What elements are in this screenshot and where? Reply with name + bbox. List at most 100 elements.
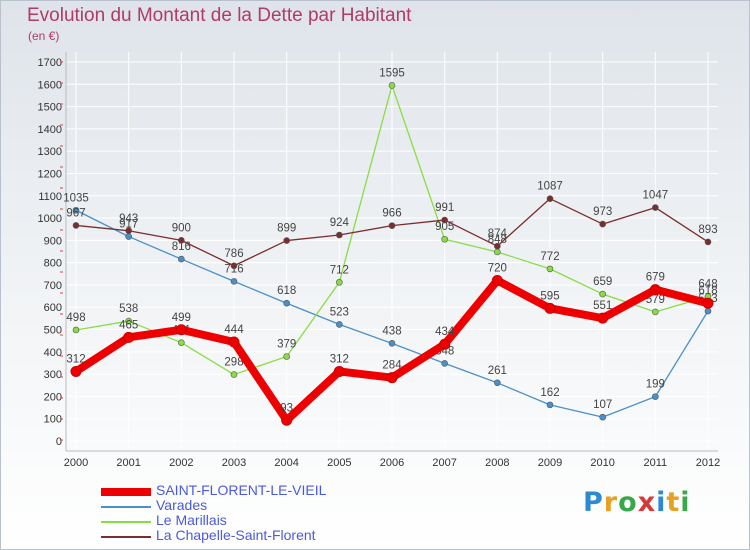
data-point (599, 413, 606, 421)
data-point (441, 360, 448, 367)
data-point (546, 195, 554, 202)
data-point (649, 284, 661, 296)
y-tick-label: 300 (44, 369, 62, 381)
data-point (546, 401, 554, 409)
data-label: 284 (382, 360, 402, 372)
data-label: 712 (330, 264, 349, 276)
data-point (230, 278, 238, 285)
legend-swatch (101, 536, 151, 538)
legend-label: La Chapelle-Saint-Florent (156, 527, 316, 543)
data-point (125, 233, 132, 240)
data-label: 943 (119, 213, 138, 225)
chart-subtitle: (en €) (28, 29, 60, 43)
legend-label: Le Marillais (156, 512, 227, 528)
x-tick-label: 2012 (696, 457, 720, 469)
y-tick-label: 1600 (38, 79, 62, 91)
data-point (652, 308, 659, 316)
data-label: 93 (280, 402, 293, 414)
data-label: 772 (540, 251, 559, 263)
data-label: 679 (646, 272, 665, 284)
data-label: 893 (698, 224, 717, 236)
data-point (388, 222, 396, 229)
y-tick-label: 200 (44, 391, 62, 403)
data-point (178, 237, 185, 244)
data-label: 618 (698, 285, 717, 297)
data-point (283, 353, 290, 360)
y-tick-label: 1300 (38, 146, 62, 158)
data-label: 434 (435, 326, 455, 338)
data-point (228, 336, 240, 348)
y-tick-label: 600 (44, 302, 62, 314)
y-tick-label: 900 (44, 235, 62, 247)
data-label: 551 (593, 300, 612, 312)
data-point (178, 339, 185, 346)
x-tick-label: 2004 (274, 457, 298, 469)
x-tick-label: 2009 (538, 457, 562, 469)
legend-label: SAINT-FLORENT-LE-VIEIL (156, 482, 327, 498)
x-tick-label: 2007 (432, 457, 456, 469)
legend-swatch (101, 521, 151, 523)
data-label: 523 (330, 306, 349, 318)
data-label: 199 (646, 379, 665, 391)
data-point (125, 227, 132, 235)
data-point (704, 238, 712, 246)
data-label: 816 (172, 241, 191, 253)
y-tick-label: 700 (44, 280, 62, 292)
data-point (441, 235, 448, 243)
data-point (652, 393, 659, 400)
data-point (336, 278, 343, 286)
data-point (283, 237, 290, 244)
x-tick-label: 2000 (64, 457, 88, 469)
data-label: 716 (224, 263, 243, 275)
data-label: 905 (435, 221, 454, 233)
data-label: 379 (277, 339, 296, 351)
data-point (281, 414, 293, 426)
data-point (388, 340, 396, 347)
data-label: 499 (172, 312, 191, 324)
y-tick-label: 1200 (38, 168, 62, 180)
data-label: 966 (382, 208, 401, 220)
x-tick-label: 2001 (116, 457, 140, 469)
data-point (494, 248, 501, 256)
y-tick-label: 1400 (38, 124, 62, 136)
data-label: 900 (172, 222, 191, 234)
data-point (175, 324, 187, 336)
x-tick-label: 2002 (169, 457, 193, 469)
data-point (72, 222, 80, 229)
y-tick-label: 1000 (38, 213, 62, 225)
data-label: 924 (330, 217, 350, 229)
data-label: 848 (488, 234, 507, 246)
data-label: 579 (646, 294, 665, 306)
data-label: 659 (593, 276, 612, 288)
data-point (599, 220, 606, 228)
data-point (72, 326, 80, 334)
data-point (494, 242, 501, 250)
chart-title: Evolution du Montant de la Dette par Hab… (27, 5, 412, 26)
data-label: 1087 (537, 181, 563, 193)
data-label: 973 (593, 206, 612, 218)
x-tick-label: 2003 (222, 457, 246, 469)
data-point (388, 82, 396, 89)
data-label: 538 (119, 303, 138, 315)
data-point (652, 204, 659, 211)
proxiti-logo: Proxiti (583, 487, 691, 518)
data-point (123, 331, 135, 343)
y-tick-label: 800 (44, 258, 62, 270)
x-tick-label: 2008 (485, 457, 509, 469)
data-label: 261 (488, 365, 507, 377)
legend-label: Varades (156, 497, 208, 513)
data-point (494, 379, 501, 387)
y-tick-label: 100 (44, 414, 62, 426)
y-tick-label: 400 (44, 347, 62, 359)
data-point (283, 299, 290, 307)
data-point (599, 290, 606, 298)
data-label: 991 (435, 202, 454, 214)
x-tick-label: 2005 (327, 457, 351, 469)
y-tick-label: 1700 (38, 57, 62, 69)
data-point (597, 312, 609, 324)
data-label: 899 (277, 223, 296, 235)
data-label: 874 (488, 228, 508, 240)
data-point (178, 255, 185, 263)
data-label: 648 (698, 279, 717, 291)
